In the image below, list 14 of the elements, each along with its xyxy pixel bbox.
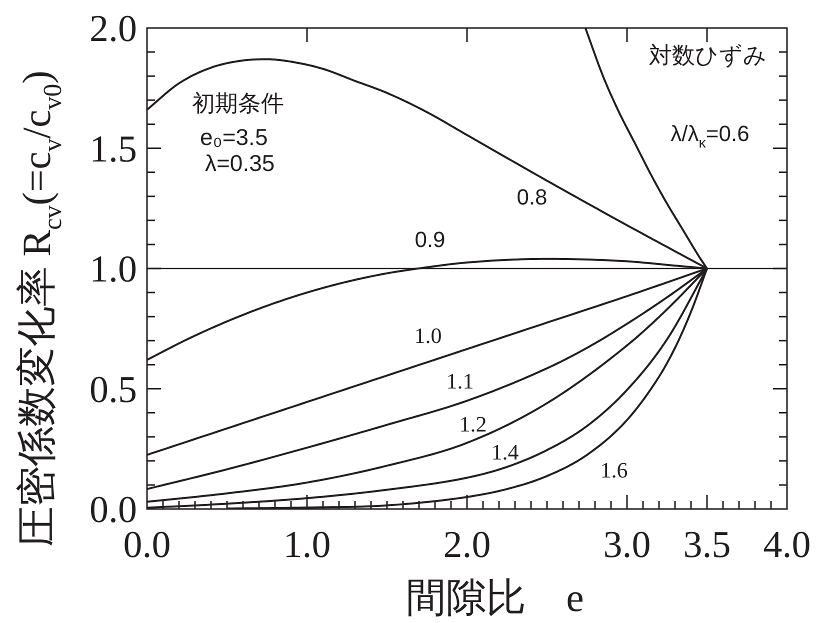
x-tick-label: 2.0 [443, 524, 491, 566]
x-tick-label: 4.0 [763, 524, 811, 566]
annotation: λ=0.35 [205, 150, 275, 176]
x-tick-label: 1.0 [283, 524, 331, 566]
y-tick-label: 0.5 [90, 368, 137, 411]
annotation: 初期条件 [192, 90, 284, 116]
y-tick-label: 1.0 [90, 248, 137, 290]
y-tick-label: 1.5 [90, 128, 137, 170]
annotation: e₀=3.5 [200, 124, 268, 150]
y-tick-label: 2.0 [90, 8, 137, 50]
x-tick-label: 3.5 [683, 524, 731, 566]
annotation: 対数ひずみ [649, 42, 767, 68]
x-tick-label: 3.0 [603, 524, 651, 566]
x-label: 間隙比 e [406, 575, 584, 620]
